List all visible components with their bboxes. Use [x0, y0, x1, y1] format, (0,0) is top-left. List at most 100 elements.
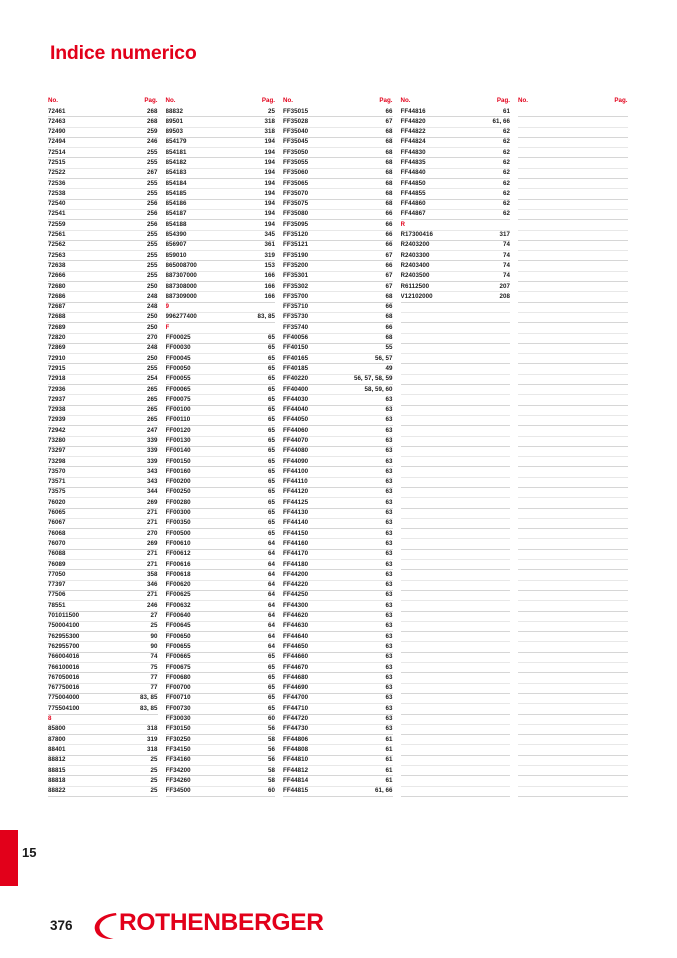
index-row[interactable]: 72561 255: [48, 231, 158, 241]
index-row[interactable]: [518, 292, 628, 303]
index-row[interactable]: FF00300 65: [165, 509, 275, 519]
index-row[interactable]: FF44860 62: [400, 200, 510, 210]
index-row[interactable]: FF44824 62: [400, 138, 510, 149]
index-row[interactable]: [400, 334, 510, 344]
index-row[interactable]: FF44250 63: [283, 591, 393, 602]
index-row[interactable]: R17300416 317: [400, 231, 510, 241]
index-row[interactable]: [400, 653, 510, 664]
index-row[interactable]: [400, 601, 510, 612]
index-row[interactable]: 72515 255: [48, 158, 158, 169]
index-row[interactable]: 854390 345: [165, 231, 275, 241]
index-row[interactable]: FF44835 62: [400, 158, 510, 169]
index-row[interactable]: 73575 344: [48, 488, 158, 499]
index-row[interactable]: 859010 319: [165, 251, 275, 262]
index-row[interactable]: FF40150 55: [283, 344, 393, 355]
index-row[interactable]: 854188 194: [165, 220, 275, 231]
index-row[interactable]: FF35740 66: [283, 323, 393, 334]
index-row[interactable]: [518, 395, 628, 406]
index-row[interactable]: FF40400 58, 59, 60: [283, 385, 393, 396]
index-row[interactable]: [518, 632, 628, 643]
index-row[interactable]: 77050 358: [48, 570, 158, 581]
index-row[interactable]: [518, 220, 628, 231]
index-row[interactable]: [518, 385, 628, 396]
index-row[interactable]: 72688 250: [48, 313, 158, 324]
index-row[interactable]: [518, 416, 628, 427]
index-row[interactable]: 72687 248: [48, 303, 158, 313]
index-row[interactable]: FF44220 63: [283, 581, 393, 591]
index-row[interactable]: 996277400 83, 85: [165, 313, 275, 324]
index-row[interactable]: R6112500 207: [400, 282, 510, 293]
index-row[interactable]: FF30250 58: [165, 735, 275, 746]
index-row[interactable]: [400, 406, 510, 416]
index-row[interactable]: [400, 694, 510, 705]
index-row[interactable]: R2403500 74: [400, 272, 510, 283]
index-row[interactable]: FF00675 65: [165, 663, 275, 674]
index-row[interactable]: FF44140 63: [283, 519, 393, 530]
index-row[interactable]: 72942 247: [48, 426, 158, 437]
index-row[interactable]: [518, 622, 628, 633]
index-row[interactable]: FF44820 61, 66: [400, 117, 510, 128]
index-row[interactable]: 73280 339: [48, 437, 158, 447]
index-row[interactable]: [400, 560, 510, 571]
index-row[interactable]: 88815 25: [48, 766, 158, 777]
index-row[interactable]: FF34160 56: [165, 756, 275, 766]
index-row[interactable]: 72686 248: [48, 292, 158, 303]
index-row[interactable]: FF35190 67: [283, 251, 393, 262]
index-row[interactable]: FF00065 65: [165, 385, 275, 396]
index-row[interactable]: [518, 570, 628, 581]
index-row[interactable]: FF35301 67: [283, 272, 393, 283]
index-row[interactable]: [518, 539, 628, 550]
index-row[interactable]: [400, 447, 510, 458]
index-row[interactable]: 750004100 25: [48, 622, 158, 633]
index-row[interactable]: [518, 591, 628, 602]
index-row[interactable]: [518, 550, 628, 561]
index-row[interactable]: 854186 194: [165, 200, 275, 210]
index-row[interactable]: 88401 318: [48, 745, 158, 756]
index-row[interactable]: FF00030 65: [165, 344, 275, 355]
index-row[interactable]: FF44690 63: [283, 684, 393, 694]
index-row[interactable]: [400, 354, 510, 365]
index-row[interactable]: FF44070 63: [283, 437, 393, 447]
index-row[interactable]: FF00075 65: [165, 395, 275, 406]
index-row[interactable]: FF00140 65: [165, 447, 275, 458]
index-row[interactable]: 854179 194: [165, 138, 275, 149]
index-row[interactable]: FF34150 56: [165, 745, 275, 756]
index-row[interactable]: FF44150 63: [283, 529, 393, 540]
index-row[interactable]: 72536 255: [48, 179, 158, 190]
index-row[interactable]: [400, 591, 510, 602]
index-row[interactable]: 767750016 77: [48, 684, 158, 694]
index-row[interactable]: R2403200 74: [400, 241, 510, 252]
index-row[interactable]: FF00150 65: [165, 457, 275, 468]
index-row[interactable]: FF44855 62: [400, 189, 510, 200]
index-row[interactable]: FF00645 64: [165, 622, 275, 633]
index-row[interactable]: FF44700 63: [283, 694, 393, 705]
index-row[interactable]: [400, 622, 510, 633]
index-row[interactable]: [518, 179, 628, 190]
index-row[interactable]: 72937 265: [48, 395, 158, 406]
index-row[interactable]: FF44040 63: [283, 406, 393, 416]
index-row[interactable]: FF35060 68: [283, 169, 393, 180]
index-row[interactable]: 72638 255: [48, 261, 158, 272]
index-row[interactable]: 854183 194: [165, 169, 275, 180]
index-row[interactable]: [518, 241, 628, 252]
index-row[interactable]: [518, 375, 628, 386]
index-row[interactable]: [400, 385, 510, 396]
index-row[interactable]: 72936 265: [48, 385, 158, 396]
index-row[interactable]: [400, 704, 510, 715]
index-row[interactable]: FF00655 64: [165, 642, 275, 653]
index-row[interactable]: [400, 303, 510, 313]
index-row[interactable]: [518, 612, 628, 622]
index-row[interactable]: 73571 343: [48, 478, 158, 488]
index-row[interactable]: 87800 319: [48, 735, 158, 746]
index-row[interactable]: 76068 270: [48, 529, 158, 540]
index-row[interactable]: 887307000 166: [165, 272, 275, 283]
index-row[interactable]: FF00200 65: [165, 478, 275, 488]
index-row[interactable]: 854185 194: [165, 189, 275, 200]
index-row[interactable]: [400, 550, 510, 561]
index-row[interactable]: FF35120 66: [283, 231, 393, 241]
index-row[interactable]: FF44808 61: [283, 745, 393, 756]
index-row[interactable]: FF44815 61, 66: [283, 787, 393, 797]
index-row[interactable]: FF00650 64: [165, 632, 275, 643]
index-row[interactable]: 775504100 83, 85: [48, 704, 158, 715]
index-row[interactable]: 72559 256: [48, 220, 158, 231]
